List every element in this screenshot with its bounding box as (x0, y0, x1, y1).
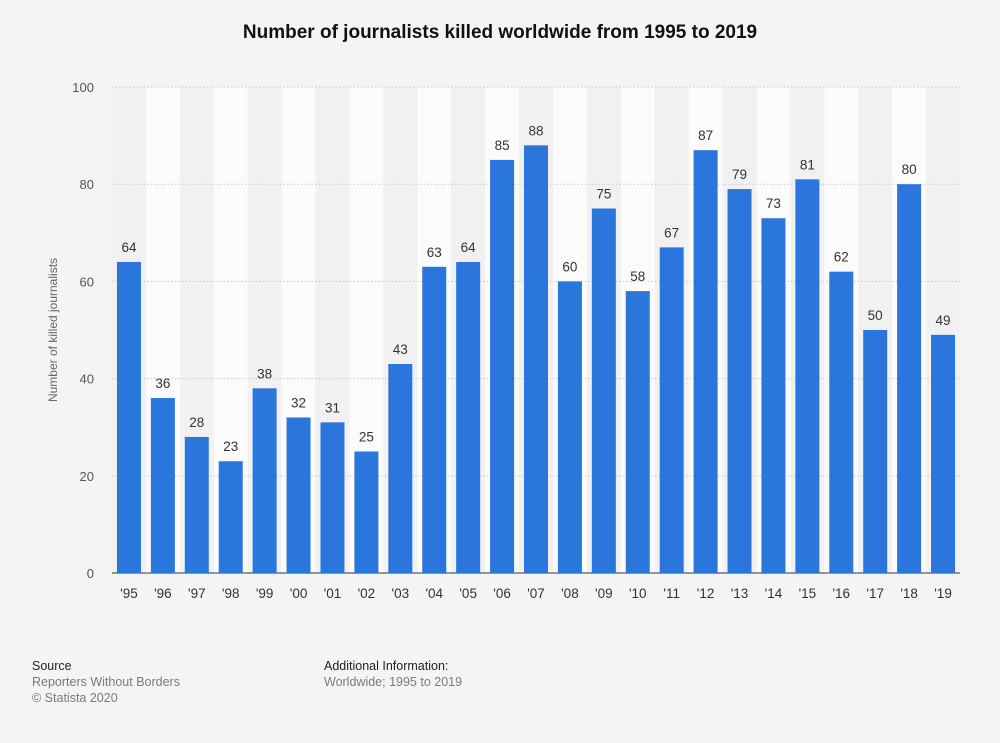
x-tick-label: '08 (561, 586, 579, 601)
bar-value-label: 25 (359, 430, 374, 445)
additional-info-block: Additional Information: Worldwide; 1995 … (324, 658, 462, 690)
y-tick-label: 100 (72, 80, 94, 95)
bar-value-label: 60 (562, 259, 577, 274)
bar (659, 247, 684, 573)
bar-value-label: 36 (155, 376, 170, 391)
x-tick-label: '97 (188, 586, 206, 601)
bar-value-label: 32 (291, 395, 306, 410)
bar-value-label: 63 (427, 245, 442, 260)
y-tick-label: 80 (80, 177, 94, 192)
bar-value-label: 49 (936, 313, 951, 328)
y-tick-label: 0 (87, 566, 94, 581)
source-heading: Source (32, 659, 72, 673)
chart-title: Number of journalists killed worldwide f… (242, 22, 758, 43)
x-tick-label: '19 (934, 586, 952, 601)
bar (863, 330, 888, 573)
x-tick-label: '13 (731, 586, 749, 601)
x-tick-label: '02 (358, 586, 376, 601)
bar (218, 461, 243, 573)
x-tick-label: '01 (324, 586, 342, 601)
bar-value-label: 64 (461, 240, 477, 255)
x-tick-label: '05 (459, 586, 477, 601)
x-tick-label: '99 (256, 586, 274, 601)
x-tick-label: '10 (629, 586, 647, 601)
x-tick-label: '14 (765, 586, 783, 601)
x-tick-label: '15 (799, 586, 817, 601)
bar-value-label: 85 (495, 138, 510, 153)
bar-value-label: 87 (698, 128, 713, 143)
bar-value-label: 28 (189, 415, 204, 430)
bar (320, 422, 345, 573)
additional-info-text: Worldwide; 1995 to 2019 (324, 675, 463, 689)
bar (897, 184, 922, 573)
bar-value-label: 23 (223, 439, 238, 454)
bar-value-label: 75 (596, 187, 611, 202)
x-tick-label: '16 (832, 586, 850, 601)
y-axis-title: Number of killed journalists (46, 258, 60, 402)
bar (591, 208, 616, 573)
x-tick-label: '11 (663, 586, 680, 601)
x-tick-label: '09 (595, 586, 613, 601)
x-tick-label: '12 (697, 586, 715, 601)
y-tick-label: 40 (80, 372, 94, 387)
bar (829, 271, 854, 573)
bar-value-label: 50 (868, 308, 883, 323)
bar-value-label: 73 (766, 196, 781, 211)
copyright-text: © Statista 2020 (32, 691, 118, 705)
bar (456, 261, 481, 573)
source-block: Source Reporters Without Borders © Stati… (32, 658, 180, 706)
bar (557, 281, 582, 573)
bar (116, 261, 141, 573)
bar-value-label: 38 (257, 366, 272, 381)
bar-value-label: 43 (393, 342, 408, 357)
bar-value-label: 79 (732, 167, 747, 182)
bar (761, 218, 786, 573)
bar (422, 266, 447, 573)
bar (184, 436, 209, 573)
bar-value-label: 31 (325, 400, 340, 415)
x-tick-label: '00 (290, 586, 308, 601)
bar (625, 291, 650, 573)
bar-value-label: 88 (528, 123, 543, 138)
bar (354, 451, 379, 573)
x-tick-label: '03 (392, 586, 410, 601)
bar (252, 388, 277, 573)
bar-value-label: 58 (630, 269, 645, 284)
x-tick-label: '04 (425, 586, 443, 601)
bar (286, 417, 311, 573)
x-tick-label: '07 (527, 586, 545, 601)
bar (388, 364, 413, 573)
x-tick-label: '95 (120, 586, 138, 601)
x-tick-label: '98 (222, 586, 240, 601)
bar-value-label: 62 (834, 250, 849, 265)
bar (490, 159, 515, 573)
x-tick-label: '96 (154, 586, 172, 601)
bar (795, 179, 820, 573)
additional-info-heading: Additional Information: (324, 659, 449, 673)
source-name: Reporters Without Borders (32, 675, 180, 689)
y-tick-label: 20 (80, 469, 94, 484)
bar (150, 398, 175, 573)
bar (931, 334, 956, 573)
bar (693, 150, 718, 573)
y-tick-label: 60 (80, 274, 94, 289)
bar (524, 145, 548, 573)
bar-value-label: 64 (121, 240, 137, 255)
x-tick-label: '18 (900, 586, 918, 601)
bar-value-label: 80 (902, 162, 917, 177)
bar-value-label: 81 (800, 157, 815, 172)
bar (727, 189, 752, 573)
x-tick-label: '06 (493, 586, 511, 601)
bar-value-label: 67 (664, 225, 679, 240)
x-tick-label: '17 (866, 586, 884, 601)
